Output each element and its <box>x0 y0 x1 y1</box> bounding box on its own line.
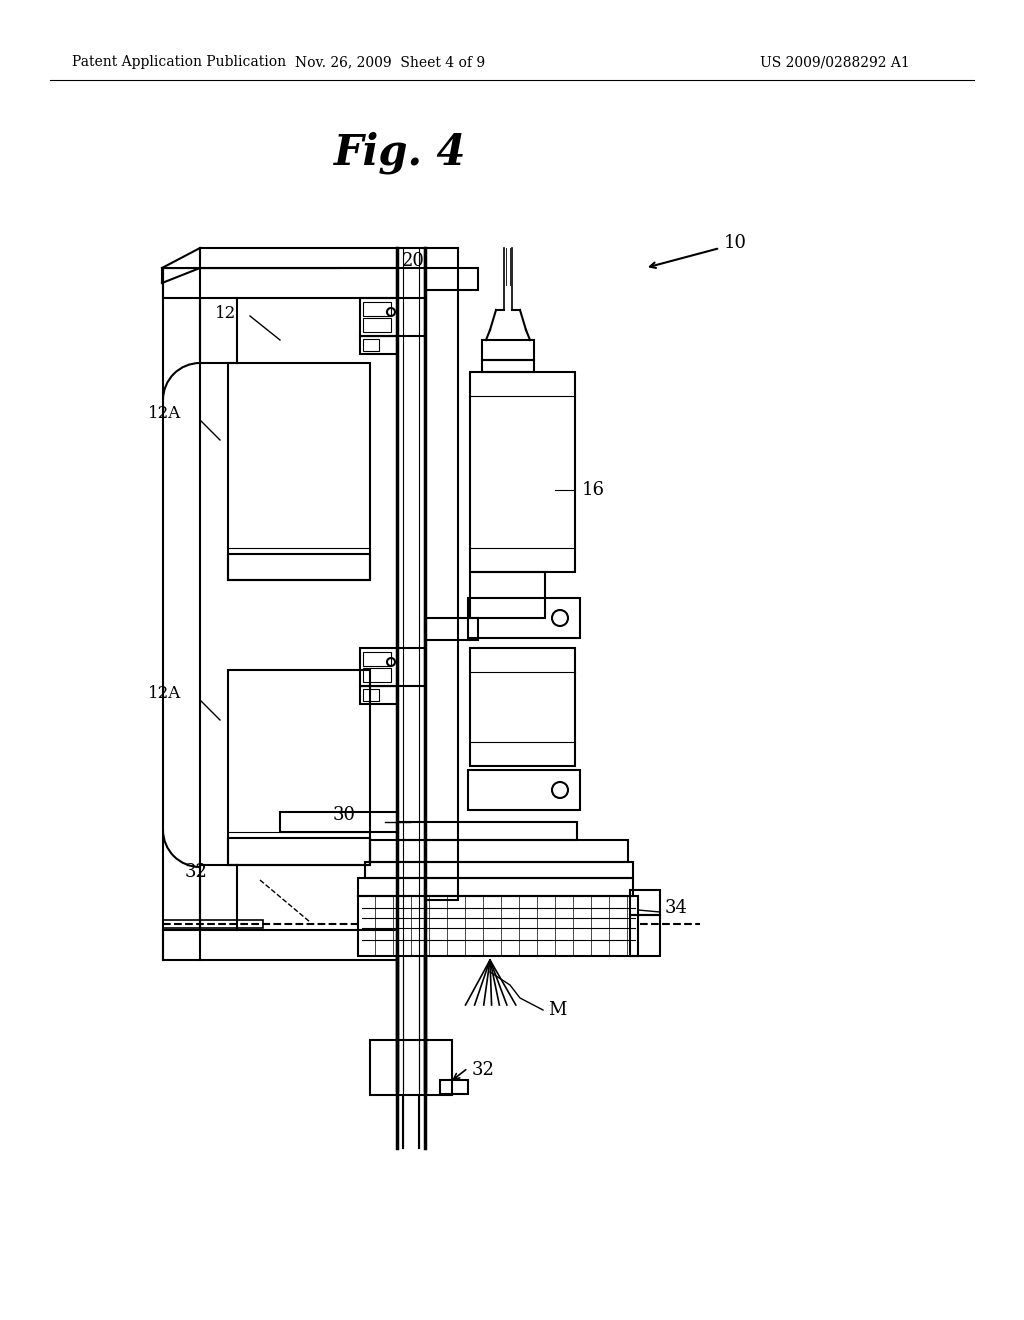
Bar <box>163 931 397 960</box>
Bar <box>468 598 580 638</box>
Bar <box>228 671 370 865</box>
Bar <box>228 838 370 865</box>
Bar <box>470 572 545 618</box>
Text: Fig. 4: Fig. 4 <box>334 132 466 174</box>
Bar <box>397 822 577 840</box>
Text: 12A: 12A <box>148 685 181 701</box>
Bar <box>470 372 575 572</box>
Bar <box>425 248 458 900</box>
Text: 30: 30 <box>333 807 356 824</box>
Text: 10: 10 <box>724 234 746 252</box>
Bar <box>360 686 397 704</box>
Bar <box>228 554 370 579</box>
Bar <box>365 862 633 878</box>
Text: 34: 34 <box>665 899 688 917</box>
Bar <box>163 268 397 298</box>
Bar <box>200 248 425 268</box>
Bar <box>163 920 263 928</box>
Bar <box>370 840 628 862</box>
Text: 12: 12 <box>215 305 237 322</box>
Text: Patent Application Publication: Patent Application Publication <box>72 55 286 69</box>
Bar <box>482 360 534 372</box>
Bar <box>360 298 425 337</box>
Bar <box>360 648 425 686</box>
Bar <box>362 668 391 682</box>
Bar <box>228 363 370 579</box>
Bar <box>630 915 660 956</box>
Bar <box>362 318 391 333</box>
Bar <box>440 1080 468 1094</box>
Text: 32: 32 <box>472 1061 495 1078</box>
Text: 16: 16 <box>582 480 605 499</box>
Bar <box>362 339 379 351</box>
Bar <box>358 878 633 896</box>
Text: Nov. 26, 2009  Sheet 4 of 9: Nov. 26, 2009 Sheet 4 of 9 <box>295 55 485 69</box>
Text: US 2009/0288292 A1: US 2009/0288292 A1 <box>760 55 909 69</box>
Bar <box>280 812 398 832</box>
Bar <box>630 890 660 915</box>
Text: 32: 32 <box>185 863 208 880</box>
Bar <box>470 648 575 766</box>
Bar <box>482 341 534 360</box>
Bar <box>362 302 391 315</box>
Bar <box>468 770 580 810</box>
Bar <box>358 896 638 956</box>
Text: 12A: 12A <box>148 404 181 421</box>
Text: M: M <box>548 1001 566 1019</box>
Bar <box>425 268 478 290</box>
Bar <box>370 1040 452 1096</box>
Bar <box>425 618 478 640</box>
Bar <box>362 689 379 701</box>
Bar <box>360 337 397 354</box>
Bar <box>362 652 391 667</box>
Text: 20: 20 <box>401 252 424 271</box>
